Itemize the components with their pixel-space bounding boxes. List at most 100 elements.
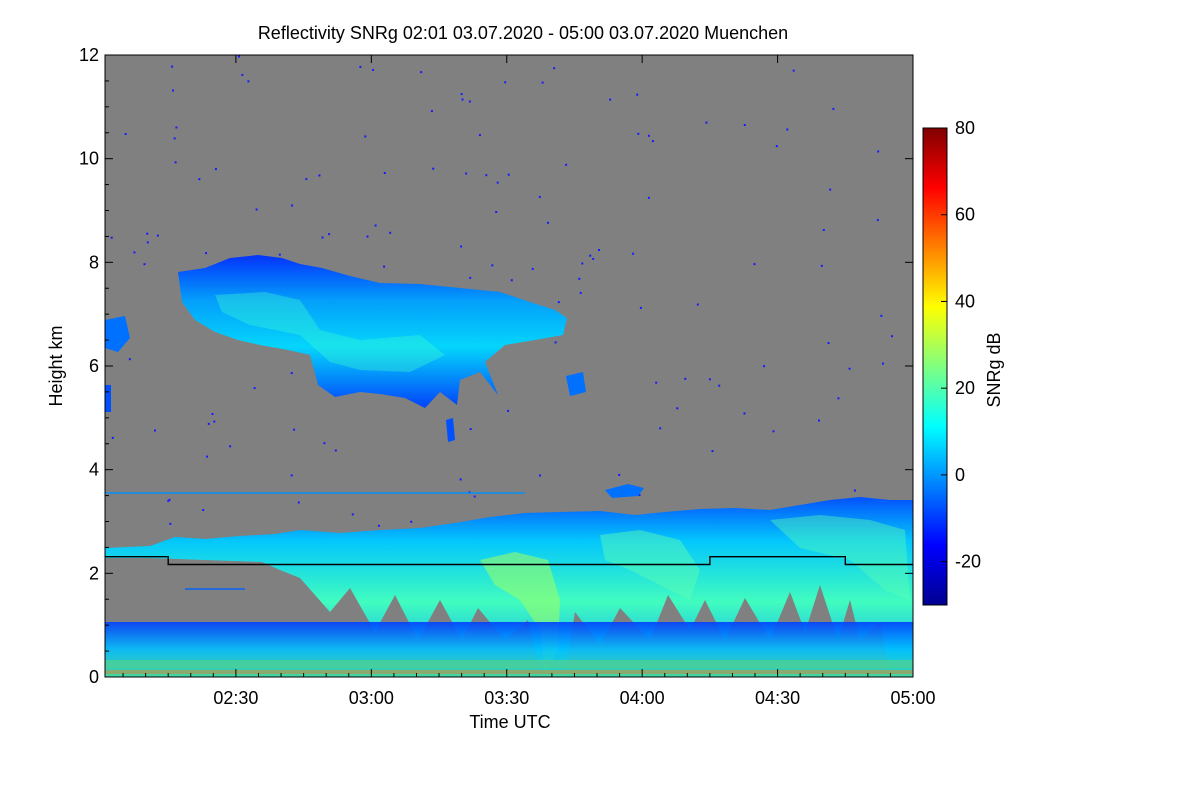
upper-cloud-core bbox=[215, 292, 445, 372]
noise-speckle bbox=[554, 341, 557, 344]
noise-speckle bbox=[211, 413, 214, 415]
reflectivity-field bbox=[105, 55, 913, 677]
noise-speckle bbox=[383, 265, 386, 268]
noise-speckle bbox=[206, 455, 209, 458]
noise-speckle bbox=[531, 267, 534, 270]
noise-speckle bbox=[877, 150, 880, 153]
noise-speckle bbox=[792, 69, 795, 72]
noise-speckle bbox=[172, 89, 174, 92]
noise-speckle bbox=[578, 277, 581, 280]
noise-speckle bbox=[827, 342, 830, 345]
colorbar-tick-label: 80 bbox=[955, 118, 975, 138]
noise-speckle bbox=[592, 257, 595, 260]
chart-title: Reflectivity SNRg 02:01 03.07.2020 - 05:… bbox=[258, 23, 788, 43]
noise-speckle bbox=[553, 67, 556, 70]
noise-speckle bbox=[128, 358, 131, 361]
noise-speckle bbox=[651, 140, 654, 143]
noise-speckle bbox=[460, 93, 463, 96]
noise-speckle bbox=[837, 397, 840, 400]
noise-speckle bbox=[175, 126, 178, 129]
noise-speckle bbox=[832, 107, 835, 110]
noise-speckle bbox=[639, 306, 642, 309]
mixing-layer-line bbox=[105, 556, 913, 566]
x-tick-label: 04:00 bbox=[620, 688, 665, 708]
colorbar-tick-label: -20 bbox=[955, 552, 981, 572]
noise-speckle bbox=[507, 173, 510, 176]
noise-speckle bbox=[278, 253, 281, 256]
noise-speckle bbox=[143, 263, 146, 266]
noise-speckle bbox=[637, 132, 640, 135]
noise-speckle bbox=[891, 335, 893, 338]
noise-speckle bbox=[293, 428, 296, 431]
noise-speckle bbox=[432, 167, 435, 170]
colorbar-label: SNRg dB bbox=[984, 332, 1004, 407]
noise-speckle bbox=[468, 100, 471, 103]
noise-speckle bbox=[880, 314, 883, 317]
noise-speckle bbox=[495, 211, 498, 213]
noise-speckle bbox=[581, 262, 584, 265]
noise-speckle bbox=[460, 245, 463, 248]
noise-speckle bbox=[743, 412, 746, 415]
noise-speckle bbox=[377, 524, 380, 527]
noise-speckle bbox=[389, 231, 392, 234]
noise-speckle bbox=[557, 301, 560, 304]
noise-speckle bbox=[579, 291, 582, 294]
noise-speckle bbox=[146, 241, 149, 244]
noise-speckle bbox=[321, 236, 324, 239]
noise-speckle bbox=[676, 407, 679, 410]
streak-line bbox=[105, 492, 525, 494]
noise-speckle bbox=[539, 474, 541, 477]
noise-speckle bbox=[334, 449, 337, 452]
noise-speckle bbox=[496, 181, 499, 184]
noise-speckle bbox=[146, 232, 149, 235]
noise-speckle bbox=[485, 174, 488, 177]
noise-speckle bbox=[882, 362, 884, 365]
noise-speckle bbox=[547, 221, 549, 224]
noise-speckle bbox=[133, 251, 136, 254]
streak-line bbox=[185, 588, 245, 590]
noise-speckle bbox=[491, 264, 494, 267]
noise-speckle bbox=[290, 372, 293, 375]
noise-speckle bbox=[420, 71, 423, 74]
noise-speckle bbox=[290, 474, 293, 477]
noise-speckle bbox=[848, 367, 851, 370]
noise-speckle bbox=[238, 55, 240, 58]
noise-speckle bbox=[541, 81, 544, 84]
noise-speckle bbox=[822, 229, 825, 231]
x-tick-label: 05:00 bbox=[890, 688, 935, 708]
noise-speckle bbox=[461, 98, 464, 101]
noise-speckle bbox=[173, 137, 176, 140]
noise-speckle bbox=[171, 65, 174, 68]
noise-speckle bbox=[383, 172, 386, 174]
noise-speckle bbox=[507, 409, 510, 412]
small-cloud-fragment bbox=[566, 372, 586, 396]
noise-speckle bbox=[374, 224, 377, 227]
noise-speckle bbox=[168, 498, 171, 501]
y-tick-label: 8 bbox=[89, 252, 99, 272]
y-tick-label: 0 bbox=[89, 667, 99, 687]
noise-speckle bbox=[359, 65, 362, 68]
noise-speckle bbox=[478, 134, 481, 137]
small-cloud-fragment bbox=[105, 385, 111, 412]
noise-speckle bbox=[154, 429, 156, 432]
x-axis-label: Time UTC bbox=[469, 712, 550, 732]
noise-speckle bbox=[410, 520, 413, 523]
noise-speckle bbox=[167, 499, 170, 502]
upper-cloud-layer bbox=[178, 255, 567, 408]
noise-speckle bbox=[364, 135, 367, 138]
noise-speckle bbox=[328, 233, 331, 236]
noise-speckle bbox=[253, 387, 256, 390]
noise-speckle bbox=[323, 442, 326, 445]
noise-speckle bbox=[156, 234, 159, 237]
noise-speckle bbox=[255, 208, 258, 211]
y-axis-label: Height km bbox=[46, 325, 66, 406]
colorbar-tick-label: 60 bbox=[955, 205, 975, 225]
noise-speckle bbox=[510, 279, 513, 282]
noise-speckle bbox=[708, 378, 711, 381]
y-tick-label: 2 bbox=[89, 563, 99, 583]
noise-speckle bbox=[753, 263, 756, 266]
noise-speckle bbox=[469, 276, 472, 279]
y-tick-label: 10 bbox=[79, 149, 99, 169]
small-cloud-fragment bbox=[105, 316, 130, 352]
